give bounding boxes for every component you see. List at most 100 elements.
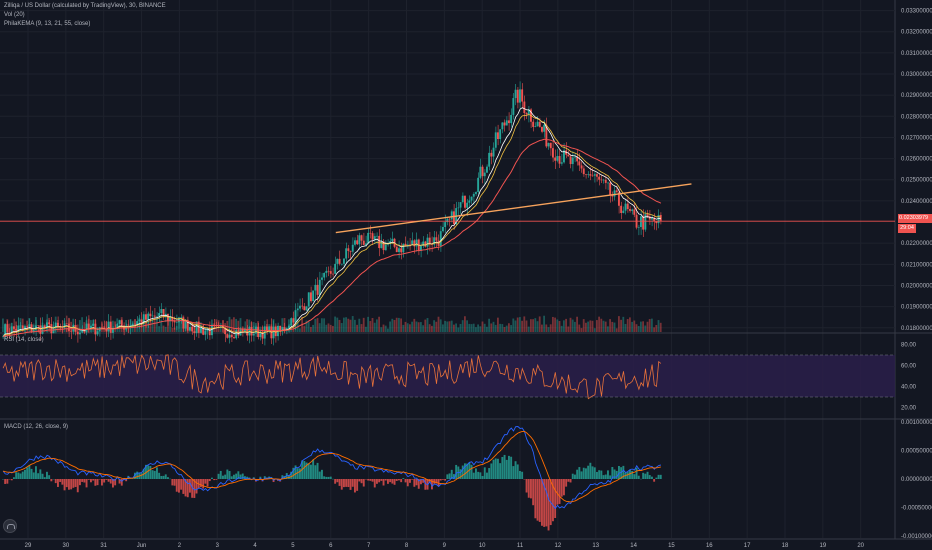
candle-body bbox=[611, 194, 614, 197]
price-axis-tick: 0.01900000 bbox=[901, 305, 932, 311]
volume-bar bbox=[409, 324, 411, 332]
candle-body bbox=[349, 250, 352, 252]
candle-body bbox=[149, 313, 152, 317]
candle-body bbox=[613, 190, 616, 197]
macd-hist-bar bbox=[602, 475, 605, 479]
macd-hist-bar bbox=[39, 469, 42, 479]
macd-hist-bar bbox=[61, 479, 64, 485]
macd-hist-bar bbox=[371, 479, 374, 482]
volume-bar bbox=[136, 327, 138, 332]
volume-bar bbox=[310, 326, 312, 332]
macd-hist-bar bbox=[151, 470, 154, 479]
volume-bar bbox=[453, 324, 455, 332]
time-axis-label: 17 bbox=[744, 543, 751, 549]
macd-hist-bar bbox=[312, 459, 315, 479]
candle-body bbox=[50, 324, 53, 334]
macd-hist-bar bbox=[241, 473, 244, 479]
tradingview-logo-icon[interactable] bbox=[3, 519, 17, 533]
volume-bar bbox=[230, 319, 233, 332]
candle-body bbox=[365, 243, 367, 245]
candle-body bbox=[156, 316, 158, 317]
volume-bar bbox=[505, 325, 508, 332]
macd-hist-bar bbox=[193, 479, 196, 498]
volume-bar bbox=[398, 317, 400, 332]
volume-bar bbox=[323, 318, 325, 332]
candle-body bbox=[475, 192, 477, 194]
candle-body bbox=[527, 109, 530, 115]
candle-body bbox=[626, 203, 629, 210]
macd-hist-bar bbox=[314, 465, 317, 479]
volume-bar bbox=[156, 318, 158, 332]
candle-body bbox=[420, 245, 422, 251]
candle-body bbox=[343, 258, 345, 264]
volume-bar bbox=[367, 316, 369, 332]
candle-body bbox=[503, 122, 506, 126]
candle-body bbox=[290, 318, 293, 326]
macd-hist-bar bbox=[4, 479, 7, 484]
macd-hist-bar bbox=[167, 477, 169, 479]
candle-body bbox=[486, 166, 488, 173]
candle-body bbox=[578, 161, 581, 166]
volume-bar bbox=[321, 318, 323, 332]
candle-body bbox=[490, 152, 493, 157]
candle-body bbox=[483, 172, 486, 177]
candle-body bbox=[41, 325, 44, 334]
candle-body bbox=[464, 195, 466, 208]
candle-body bbox=[230, 334, 233, 338]
volume-bar bbox=[596, 320, 598, 332]
candle-body bbox=[178, 317, 180, 323]
macd-hist-bar bbox=[596, 471, 598, 479]
candle-body bbox=[406, 244, 409, 246]
volume-bar bbox=[422, 325, 424, 332]
candle-body bbox=[272, 326, 275, 339]
macd-hist-bar bbox=[79, 479, 81, 486]
volume-bar bbox=[492, 321, 495, 332]
macd-hist-bar bbox=[541, 479, 543, 526]
macd-hist-bar bbox=[37, 473, 40, 479]
macd-hist-bar bbox=[173, 479, 176, 486]
macd-hist-bar bbox=[576, 469, 579, 479]
candle-body bbox=[63, 323, 66, 328]
macd-hist-bar bbox=[380, 479, 383, 481]
volume-bar bbox=[571, 319, 574, 332]
macd-hist-bar bbox=[587, 465, 590, 479]
candle-body bbox=[340, 263, 343, 265]
volume-bar bbox=[468, 323, 471, 332]
volume-bar bbox=[613, 322, 616, 332]
macd-hist-bar bbox=[334, 479, 337, 484]
volume-bar bbox=[2, 318, 4, 332]
macd-hist-bar bbox=[96, 479, 99, 486]
candle-body bbox=[162, 309, 165, 318]
candle-body bbox=[323, 272, 326, 278]
volume-bar bbox=[648, 319, 651, 332]
macd-hist-bar bbox=[417, 479, 420, 489]
candle-body bbox=[228, 334, 231, 338]
candle-body bbox=[206, 329, 209, 331]
macd-hist-bar bbox=[420, 479, 422, 485]
macd-hist-bar bbox=[543, 479, 546, 527]
volume-bar bbox=[391, 318, 394, 332]
candle-body bbox=[2, 336, 4, 338]
price-axis-tick: 0.02400000 bbox=[901, 199, 932, 205]
macd-hist-bar bbox=[378, 479, 381, 483]
candle-body bbox=[226, 334, 229, 338]
candle-body bbox=[301, 305, 304, 307]
volume-bar bbox=[549, 324, 552, 332]
volume-bar bbox=[162, 325, 165, 332]
volume-bar bbox=[536, 321, 539, 332]
macd-hist-bar bbox=[659, 474, 662, 479]
candle-body bbox=[453, 211, 455, 225]
candle-body bbox=[46, 322, 48, 329]
macd-hist-bar bbox=[349, 479, 352, 490]
macd-hist-bar bbox=[567, 479, 570, 482]
candle-body bbox=[76, 331, 79, 335]
macd-hist-bar bbox=[70, 479, 73, 490]
volume-bar bbox=[618, 316, 620, 332]
volume-bar bbox=[415, 321, 418, 332]
candle-body bbox=[160, 309, 163, 314]
macd-hist-bar bbox=[466, 463, 469, 479]
candle-body bbox=[554, 157, 557, 161]
candle-body bbox=[281, 327, 284, 332]
candle-body bbox=[492, 147, 495, 157]
